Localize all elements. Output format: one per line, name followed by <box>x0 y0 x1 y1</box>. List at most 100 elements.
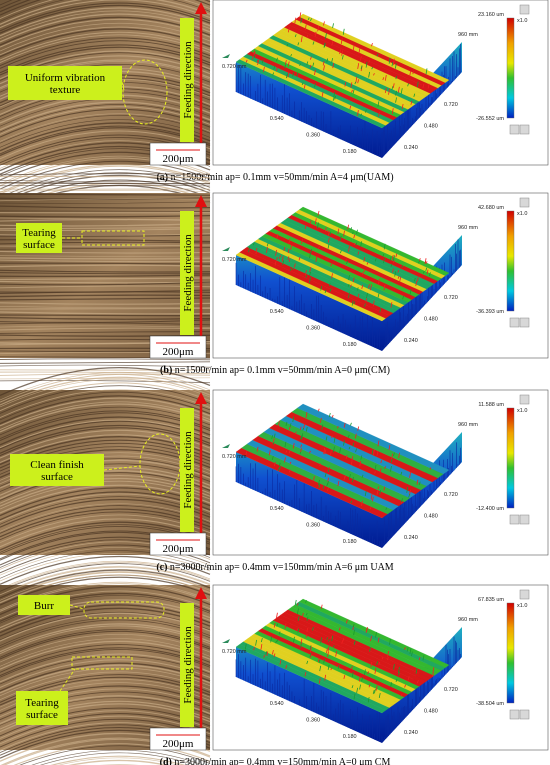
surface-speck <box>305 599 307 603</box>
surface-speck <box>300 18 303 24</box>
surface-speck <box>358 48 361 54</box>
surface-speck <box>359 684 361 690</box>
surface-speck <box>319 463 322 466</box>
surface-speck <box>309 646 312 653</box>
surface-speck <box>398 671 400 676</box>
surface-speck <box>397 270 400 273</box>
surface-speck <box>374 471 376 474</box>
surface-speck <box>398 666 400 673</box>
surface-speck <box>339 235 342 241</box>
axis-label: 0.480 <box>424 316 438 322</box>
surface-speck <box>283 246 286 251</box>
surface-speck <box>401 265 404 268</box>
surface-speck <box>372 690 375 695</box>
surface-speck <box>378 278 380 285</box>
surface-speck <box>319 665 322 672</box>
surface-speck <box>401 498 403 503</box>
surface-speck <box>306 61 309 66</box>
texture-line <box>0 547 211 576</box>
texture-line <box>0 182 211 185</box>
surface-speck <box>270 636 273 643</box>
leader-line <box>69 604 85 610</box>
feeding-label-bg <box>180 18 194 142</box>
surface-speck <box>369 647 371 652</box>
surface-speck <box>397 276 400 279</box>
surface-speck <box>344 82 347 87</box>
surface-speck <box>353 301 356 305</box>
surface-speck <box>409 71 412 77</box>
surface-speck <box>324 289 327 294</box>
texture-line <box>0 574 211 604</box>
texture-line <box>0 201 211 204</box>
surface-speck <box>306 660 309 665</box>
surface-speck <box>383 486 386 491</box>
annotation-box <box>16 223 62 253</box>
surface-speck <box>395 97 397 103</box>
surface-speck <box>391 61 394 67</box>
texture-line <box>40 752 196 765</box>
colorbar-max: 67.835 um <box>478 597 504 603</box>
surface-speck <box>312 626 314 631</box>
surface-speck <box>353 629 355 636</box>
axis-label: 0.240 <box>404 535 418 541</box>
surface-speck <box>341 50 344 56</box>
surface-speck <box>362 271 364 275</box>
surface-speck <box>332 645 335 648</box>
surface-speck <box>285 450 288 453</box>
surface-speck <box>336 425 339 429</box>
surface-speck <box>299 12 302 19</box>
scale-box <box>149 142 207 166</box>
surface-speck <box>266 246 268 253</box>
leader-line <box>59 668 76 692</box>
surface-speck <box>292 443 295 449</box>
texture-line <box>0 373 211 403</box>
surface-speck <box>349 473 351 480</box>
texture-line <box>0 376 211 406</box>
surface-speck <box>312 41 315 45</box>
surface-speck <box>300 36 303 43</box>
surface-speck <box>410 100 413 105</box>
surface-speck <box>331 41 334 46</box>
surface-speck <box>343 475 346 481</box>
surface-speck <box>331 57 334 63</box>
axis-label: 0.360 <box>306 717 320 723</box>
surface-speck <box>416 479 419 485</box>
surface-speck <box>352 476 354 483</box>
surface-speck <box>342 638 345 642</box>
surface-speck <box>278 462 281 467</box>
surface-speck <box>323 43 326 48</box>
view-button <box>519 4 530 15</box>
surface-speck <box>395 75 398 80</box>
surface-speck <box>372 300 375 307</box>
surface-speck <box>352 89 355 94</box>
surface-speck <box>279 255 281 259</box>
marked-region <box>71 656 133 670</box>
surface-speck <box>327 477 330 482</box>
surface-speck <box>356 229 358 234</box>
surface-speck <box>309 252 311 259</box>
surface-speck <box>278 631 281 635</box>
surface-speck <box>306 627 309 632</box>
surface-speck <box>351 672 354 677</box>
surface-speck <box>327 487 329 491</box>
surface-view: 0.720 mm 0.540 0.360 0.180 960 mm 0.720 0.480 0… <box>212 584 549 751</box>
surface-speck <box>326 648 328 654</box>
surface-speck <box>427 83 430 89</box>
feeding-arrowhead <box>195 587 207 599</box>
surface-speck <box>253 54 256 59</box>
surface-speck <box>333 92 336 98</box>
axis-label: 0.720 <box>444 687 458 693</box>
surface-speck <box>282 260 285 266</box>
surface-speck <box>333 437 336 443</box>
surface-speck <box>364 303 366 307</box>
surface-speck <box>391 254 394 260</box>
surface-speck <box>324 472 327 478</box>
surface-speck <box>350 227 353 231</box>
surface-speck <box>391 453 393 460</box>
surface-speck <box>310 56 312 60</box>
feeding-label-bg <box>180 408 194 532</box>
surface-speck <box>271 456 274 460</box>
texture-line <box>0 397 211 427</box>
surface-speck <box>288 238 291 245</box>
